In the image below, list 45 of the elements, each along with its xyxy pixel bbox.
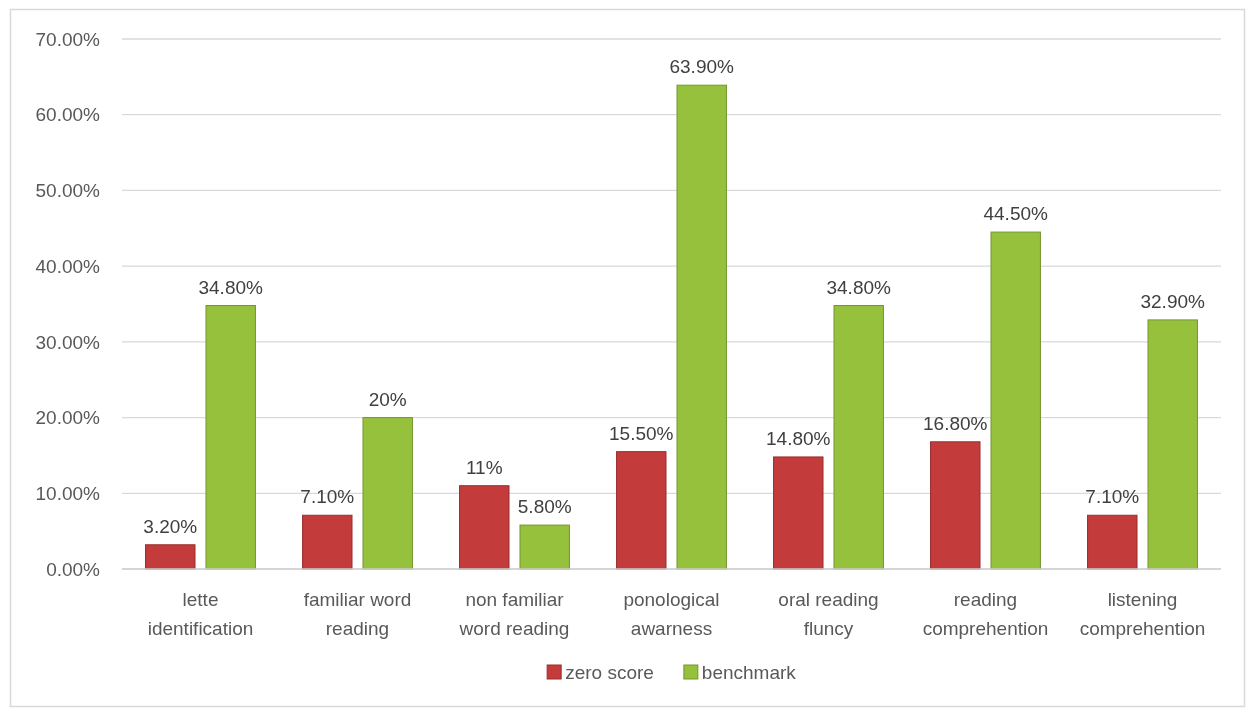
y-tick-label: 20.00% xyxy=(35,407,101,429)
bar xyxy=(459,485,510,570)
bar xyxy=(1147,319,1198,570)
bar xyxy=(833,305,884,570)
data-label: 63.90% xyxy=(669,56,735,78)
data-label: 14.80% xyxy=(766,427,831,449)
bar xyxy=(773,456,824,570)
y-tick-label: 40.00% xyxy=(35,255,101,277)
bar xyxy=(930,441,981,570)
y-tick-label: 0.00% xyxy=(46,558,101,580)
data-label: 3.20% xyxy=(143,515,198,537)
x-tick-label: reading comprehention xyxy=(922,589,1049,639)
y-tick-label: 10.00% xyxy=(35,482,101,504)
bar xyxy=(362,417,413,570)
data-label: 7.10% xyxy=(300,486,355,508)
legend-label: benchmark xyxy=(701,661,797,683)
data-label: 15.50% xyxy=(609,422,674,444)
data-label: 20% xyxy=(368,388,407,410)
x-tick-label: familiar word reading xyxy=(303,589,412,639)
bar xyxy=(990,231,1041,570)
x-tick-label: ponological awarness xyxy=(623,589,720,639)
bar xyxy=(519,524,570,570)
y-tick-label: 50.00% xyxy=(35,180,101,202)
legend-label: zero score xyxy=(565,661,654,683)
data-label: 32.90% xyxy=(1140,290,1206,312)
bar xyxy=(145,544,196,570)
y-tick-label: 70.00% xyxy=(35,28,101,50)
bar xyxy=(302,514,353,570)
x-tick-label: oral reading fluncy xyxy=(778,589,879,639)
bar xyxy=(616,451,667,570)
y-tick-label: 30.00% xyxy=(35,331,101,353)
data-label: 44.50% xyxy=(983,203,1049,225)
bar xyxy=(1087,514,1138,570)
x-tick-label: lette identification xyxy=(147,589,254,639)
bar xyxy=(676,84,727,570)
data-label: 34.80% xyxy=(198,276,264,298)
data-label: 16.80% xyxy=(923,412,988,434)
x-tick-label: listening comprehention xyxy=(1079,589,1206,639)
x-tick-label: non familiar word reading xyxy=(458,589,570,639)
data-label: 7.10% xyxy=(1085,486,1140,508)
y-tick-label: 60.00% xyxy=(35,104,101,126)
bar xyxy=(205,305,256,570)
data-label: 34.80% xyxy=(826,276,892,298)
data-label: 5.80% xyxy=(517,496,572,518)
data-label: 11% xyxy=(465,456,503,478)
